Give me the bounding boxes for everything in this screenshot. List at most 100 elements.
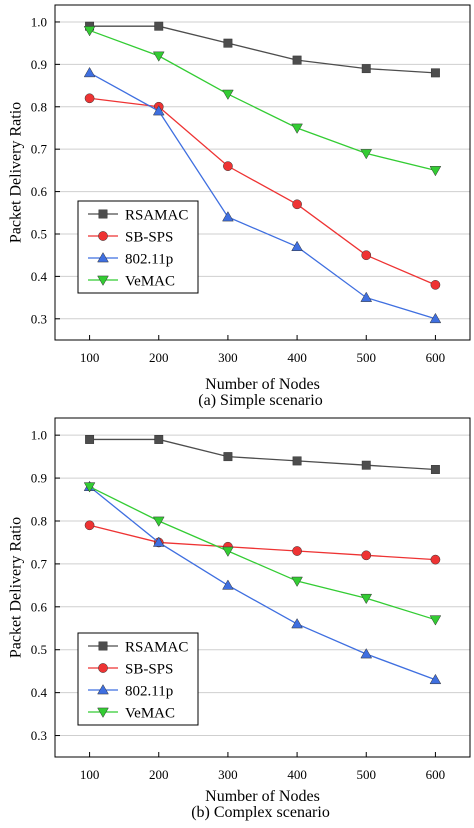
y-axis-title: Packet Delivery Ratio <box>8 102 25 243</box>
data-point-802-11p <box>291 240 303 252</box>
x-tick-label: 200 <box>149 767 169 782</box>
data-point-802-11p <box>360 648 373 659</box>
x-tick-label: 400 <box>287 350 307 365</box>
data-point-vemac <box>83 482 96 493</box>
data-point-sb-sps <box>430 554 441 565</box>
data-point-rsamac <box>430 465 440 474</box>
legend-label: 802.11p <box>125 684 173 700</box>
data-point-rsamac <box>292 456 302 466</box>
x-tick-label: 400 <box>287 767 307 782</box>
series-line-vemac <box>89 486 436 621</box>
data-point-rsamac <box>430 68 440 78</box>
data-point-vemac <box>360 593 373 605</box>
chart-1: 0.3 0.4 0.5 0.6 0.7 0.8 0.9 1.0 100 200 300 400 500 6… <box>8 4 471 409</box>
legend-marker <box>98 209 108 219</box>
data-point-802-11p <box>222 211 234 222</box>
legend-label: RSAMAC <box>125 640 188 656</box>
data-point-vemac <box>291 576 303 587</box>
data-point-802-11p <box>429 673 442 685</box>
data-point-vemac <box>429 166 442 177</box>
y-tick-label: 0.9 <box>31 471 47 486</box>
y-tick-label: 0.4 <box>31 685 48 700</box>
y-tick-label: 0.3 <box>31 311 47 326</box>
data-point-rsamac <box>223 38 233 48</box>
plot-frame <box>54 4 471 341</box>
legend: RSAMAC SB-SPS 802.11p VeMAC <box>77 200 199 294</box>
legend-label: VeMAC <box>125 706 175 722</box>
data-point-sb-sps <box>430 280 441 290</box>
chart-caption: (b) Complex scenario <box>191 804 330 821</box>
data-point-rsamac <box>154 435 164 444</box>
data-point-802-11p <box>429 312 442 324</box>
y-tick-label: 0.7 <box>31 556 48 571</box>
y-tick-label: 0.5 <box>31 226 47 241</box>
data-point-rsamac <box>361 64 371 74</box>
y-tick-label: 0.6 <box>31 599 48 614</box>
y-tick-label: 0.8 <box>31 99 47 114</box>
x-tick-label: 100 <box>80 767 100 782</box>
legend-label: 802.11p <box>125 252 173 268</box>
y-tick-label: 0.6 <box>31 184 48 199</box>
series-line-sb-sps <box>89 524 436 561</box>
x-axis-title: Number of Nodes <box>205 376 320 393</box>
legend-label: SB-SPS <box>125 230 173 246</box>
series-line-vemac <box>89 29 436 172</box>
y-tick-label: 1.0 <box>31 14 47 29</box>
legend-marker <box>97 275 109 286</box>
data-point-sb-sps <box>361 250 372 261</box>
y-tick-label: 1.0 <box>31 428 47 443</box>
data-point-rsamac <box>154 21 164 31</box>
data-point-rsamac <box>223 452 233 462</box>
data-point-vemac <box>152 516 165 527</box>
y-tick-label: 0.5 <box>31 642 47 657</box>
data-point-vemac <box>83 26 96 37</box>
series-line-rsamac <box>89 25 436 74</box>
x-tick-label: 600 <box>426 350 446 365</box>
x-tick-label: 200 <box>149 350 169 365</box>
legend-box <box>77 632 199 726</box>
y-tick-label: 0.9 <box>31 57 47 72</box>
legend-box <box>77 200 199 294</box>
data-point-802-11p <box>222 579 234 590</box>
legend-label: RSAMAC <box>125 208 188 224</box>
legend-marker <box>97 707 109 718</box>
x-tick-label: 300 <box>218 767 238 782</box>
x-axis-title: Number of Nodes <box>205 788 320 805</box>
x-tick-label: 300 <box>218 350 238 365</box>
legend: RSAMAC SB-SPS 802.11p VeMAC <box>77 632 199 726</box>
legend-marker <box>98 641 108 651</box>
data-point-sb-sps <box>292 546 302 556</box>
y-tick-label: 0.3 <box>31 728 47 743</box>
y-axis-title: Packet Delivery Ratio <box>8 517 25 658</box>
data-point-vemac <box>222 546 234 557</box>
x-tick-label: 500 <box>357 350 377 365</box>
x-tick-label: 500 <box>357 767 377 782</box>
legend-marker <box>98 663 108 673</box>
y-tick-label: 0.7 <box>31 142 48 157</box>
y-tick-label: 0.8 <box>31 513 47 528</box>
data-point-vemac <box>152 51 165 62</box>
data-point-802-11p <box>152 105 165 116</box>
data-point-sb-sps <box>223 161 233 171</box>
x-tick-label: 100 <box>80 350 100 365</box>
legend-label: SB-SPS <box>125 662 173 678</box>
data-point-802-11p <box>291 618 303 629</box>
chart-2: 0.3 0.4 0.5 0.6 0.7 0.8 0.9 1.0 100 200 300 400 500 6… <box>8 417 471 821</box>
y-tick-label: 0.4 <box>31 269 48 284</box>
legend-marker <box>97 684 109 695</box>
data-point-802-11p <box>152 536 165 547</box>
legend-marker <box>97 252 109 263</box>
data-point-sb-sps <box>84 520 95 531</box>
data-point-802-11p <box>83 66 96 78</box>
data-point-sb-sps <box>84 93 95 104</box>
data-point-802-11p <box>360 291 373 302</box>
chart-caption: (a) Simple scenario <box>198 392 322 409</box>
data-point-rsamac <box>361 460 371 470</box>
data-point-vemac <box>222 89 234 100</box>
data-point-sb-sps <box>361 550 372 561</box>
data-point-vemac <box>291 123 303 134</box>
series-line-rsamac <box>89 438 436 471</box>
x-tick-label: 600 <box>426 767 446 782</box>
